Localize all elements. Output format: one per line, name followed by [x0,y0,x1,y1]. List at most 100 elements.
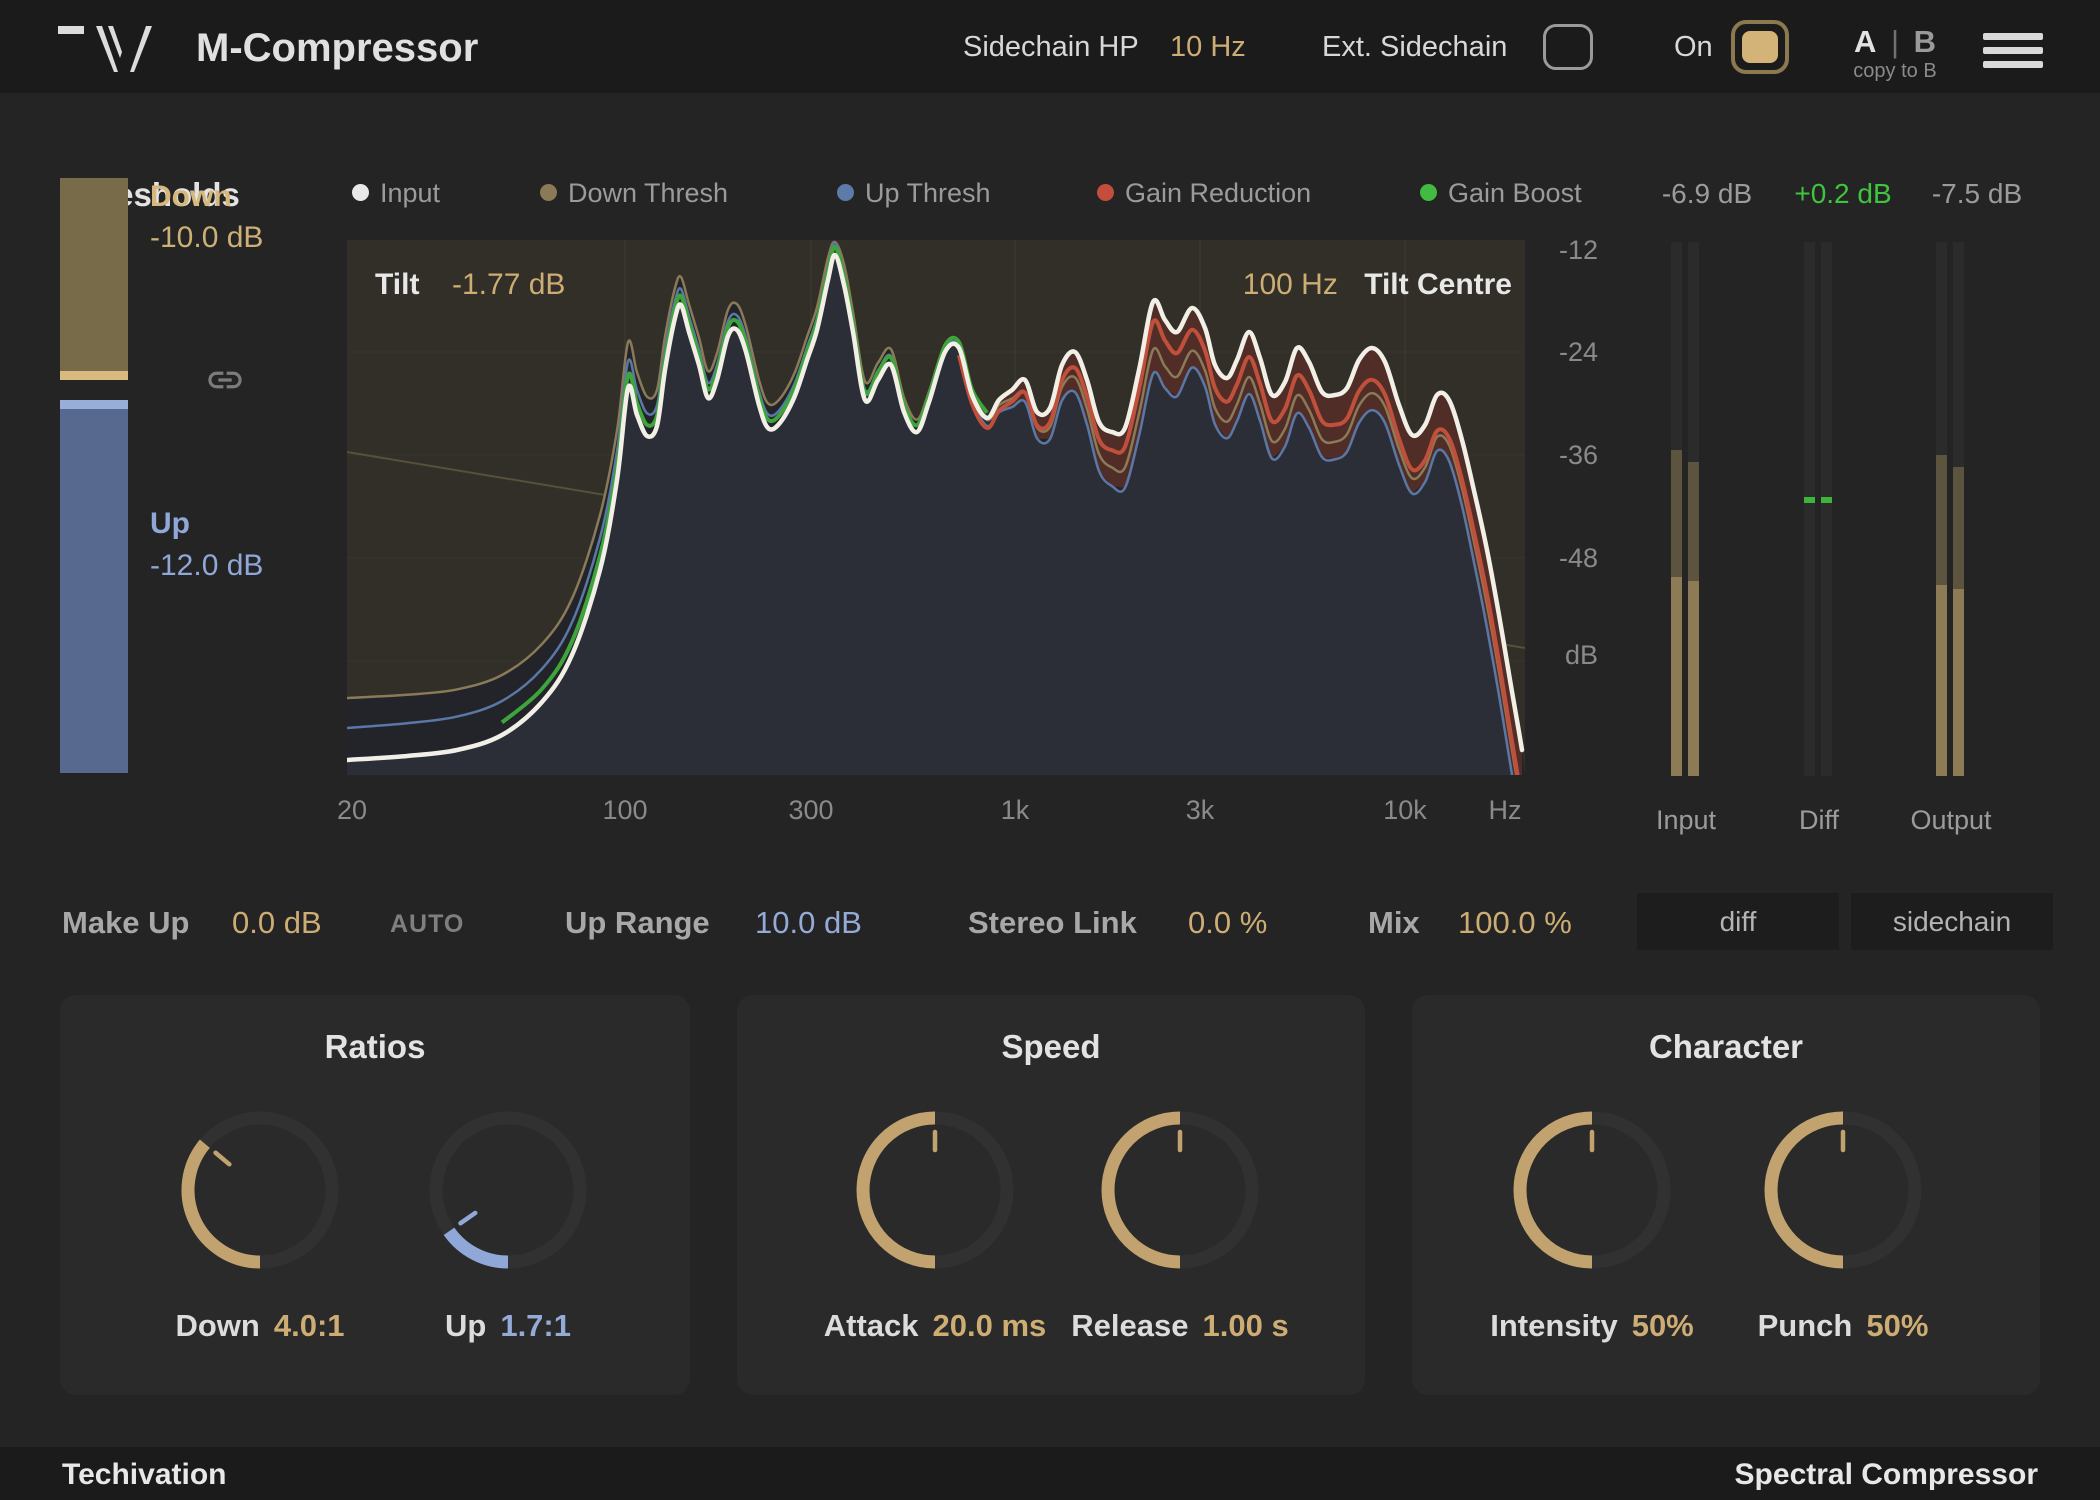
attack-value[interactable]: 20.0 ms [932,1308,1047,1343]
down-threshold-value[interactable]: -10.0 dB [150,221,264,254]
copy-to-b-button[interactable]: copy to B [1853,60,1937,82]
legend-dot-gain-boost[interactable] [1420,184,1437,201]
techivation-logo-icon [58,26,152,72]
up-threshold-handle[interactable] [60,400,128,409]
on-label: On [1674,31,1713,63]
diff-level-readout: +0.2 dB [1794,178,1892,209]
db-tick-48: -48 [1558,543,1598,573]
freq-tick-1k: 1k [1000,795,1030,825]
character-title: Character [1648,1028,1804,1065]
up-range-label: Up Range [565,905,710,940]
hamburger-menu-icon[interactable] [1983,33,2043,68]
ext-sidechain-label: Ext. Sidechain [1322,31,1508,63]
threshold-meter[interactable] [60,178,128,773]
up-range-value[interactable]: 10.0 dB [755,905,862,940]
db-axis-unit: dB [1564,640,1598,670]
up-threshold-label: Up [150,507,190,540]
footer-bar [0,1447,2100,1500]
db-tick-12: -12 [1558,235,1598,265]
on-toggle-fill [1742,31,1778,63]
intensity-knob[interactable] [1507,1105,1677,1275]
freq-tick-300: 300 [788,795,834,825]
make-up-value[interactable]: 0.0 dB [232,905,322,940]
stereo-link-label: Stereo Link [968,905,1137,940]
down-threshold-handle[interactable] [60,371,128,380]
tilt-centre-value[interactable]: 100 Hz [1242,268,1338,301]
legend-dot-gain-reduction[interactable] [1097,184,1114,201]
legend-item-up-thresh[interactable]: Up Thresh [865,178,991,208]
legend-item-down-thresh[interactable]: Down Thresh [568,178,729,208]
ab-b[interactable]: B [1913,24,1937,59]
input-level-readout: -6.9 dB [1661,178,1753,209]
tilt-label: Tilt [375,268,420,301]
freq-tick-10k: 10k [1383,795,1427,825]
legend-item-gain-reduction[interactable]: Gain Reduction [1125,178,1312,208]
tilt-value[interactable]: -1.77 dB [452,268,566,301]
app-title: M-Compressor [196,26,479,70]
down-ratio-value[interactable]: 4.0:1 [273,1308,345,1343]
make-up-label: Make Up [62,905,190,940]
product-type: Spectral Compressor [1734,1458,2038,1491]
down-threshold-bar[interactable] [60,178,128,371]
ext-sidechain-toggle[interactable] [1543,24,1593,70]
meter-bar-output-l [1936,242,1947,776]
legend-item-input[interactable]: Input [380,178,441,208]
release-label: Release [1071,1308,1189,1343]
up-ratio-label: Up [445,1308,487,1343]
up-threshold-bar[interactable] [60,409,128,773]
db-tick-36: -36 [1558,440,1598,470]
spectrum-display[interactable] [347,240,1525,775]
freq-tick-3k: 3k [1185,795,1215,825]
legend-dot-down-thresh[interactable] [540,184,557,201]
release-value[interactable]: 1.00 s [1202,1308,1289,1343]
meter-label-diff: Diff [1798,805,1839,835]
release-knob[interactable] [1095,1105,1265,1275]
sidechain-button[interactable]: sidechain [1851,893,2053,950]
up-threshold-value[interactable]: -12.0 dB [150,549,264,582]
mix-label: Mix [1368,905,1420,940]
freq-axis-unit: Hz [1488,795,1522,825]
ratios-title: Ratios [324,1028,426,1065]
mix-value[interactable]: 100.0 % [1458,905,1572,940]
legend-dot-up-thresh[interactable] [837,184,854,201]
intensity-label: Intensity [1490,1308,1618,1343]
speed-panel [737,995,1365,1395]
meter-label-input: Input [1655,805,1717,835]
link-channels-icon[interactable] [205,360,245,400]
meter-label-output: Output [1910,805,1992,835]
ab-sep: | [1890,24,1900,59]
punch-knob[interactable] [1758,1105,1928,1275]
meter-bar-diff-r [1821,242,1832,776]
down-ratio-knob[interactable] [175,1105,345,1275]
sidechain-hp-value[interactable]: 10 Hz [1170,31,1246,63]
sidechain-hp-label: Sidechain HP [963,31,1139,63]
meter-bar-output-r [1953,242,1964,776]
legend-dot-input[interactable] [352,184,369,201]
down-ratio-label: Down [175,1308,260,1343]
freq-tick-100: 100 [602,795,648,825]
db-tick-24: -24 [1558,337,1598,367]
punch-value[interactable]: 50% [1866,1308,1929,1343]
punch-label: Punch [1757,1308,1853,1343]
meter-bar-input-l [1671,242,1682,776]
tilt-centre-label: Tilt Centre [1364,268,1512,301]
freq-tick-20: 20 [336,795,368,825]
attack-knob[interactable] [850,1105,1020,1275]
ab-a[interactable]: A [1853,24,1877,59]
speed-title: Speed [1001,1028,1101,1065]
ab-switch[interactable]: A | B [1843,24,1947,60]
intensity-value[interactable]: 50% [1631,1308,1694,1343]
vendor-name: Techivation [62,1458,227,1491]
up-ratio-value[interactable]: 1.7:1 [500,1308,571,1343]
meter-bar-diff-l [1804,242,1815,776]
diff-button[interactable]: diff [1637,893,1839,950]
output-level-readout: -7.5 dB [1931,178,2023,209]
stereo-link-value[interactable]: 0.0 % [1188,905,1268,940]
down-threshold-label: Down [150,180,232,213]
on-toggle[interactable] [1731,20,1789,74]
meter-bar-input-r [1688,242,1699,776]
auto-button[interactable]: AUTO [390,910,465,938]
legend-item-gain-boost[interactable]: Gain Boost [1448,178,1582,208]
attack-label: Attack [823,1308,919,1343]
up-ratio-knob[interactable] [423,1105,593,1275]
